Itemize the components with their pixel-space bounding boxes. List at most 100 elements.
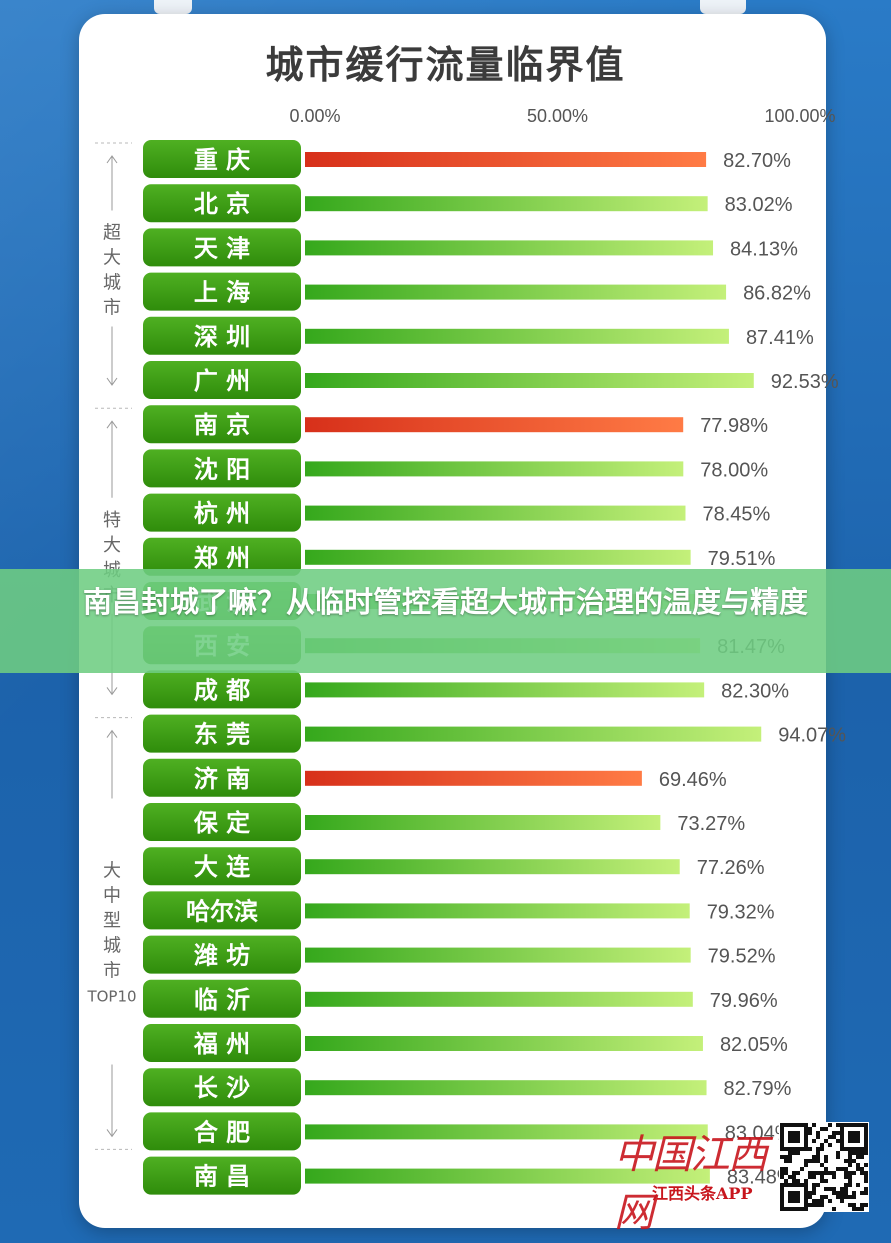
qr-module [848,1203,852,1207]
qr-module [840,1147,844,1151]
qr-module [796,1171,800,1175]
bar-row: 潍 坊 79.52% [143,935,776,974]
qr-module [792,1175,796,1179]
qr-module [804,1179,808,1183]
qr-module [824,1159,828,1163]
qr-module [788,1135,792,1139]
category-pill [143,670,301,709]
qr-module [840,1191,844,1195]
qr-module [812,1175,816,1179]
bar [305,991,693,1007]
qr-module [788,1183,792,1187]
qr-module [816,1131,820,1135]
qr-module [848,1139,852,1143]
bar [305,1036,703,1051]
qr-module [784,1167,788,1171]
qr-module [836,1123,840,1127]
qr-module [800,1167,804,1171]
category-label: 东 莞 [194,721,250,749]
qr-module [860,1203,864,1207]
qr-module [820,1203,824,1207]
value-label: 73.27% [677,813,745,835]
value-label: 83.02% [725,194,793,216]
bar [305,903,690,919]
qr-module [864,1171,868,1175]
qr-module [808,1195,812,1199]
qr-module [784,1179,788,1183]
qr-module [788,1151,792,1155]
qr-module [844,1147,848,1151]
category-label: 福 州 [193,1030,250,1058]
qr-code-icon [779,1122,869,1212]
qr-module [852,1131,856,1135]
qr-module [804,1163,808,1167]
qr-module [804,1131,808,1135]
value-label: 82.05% [720,1034,788,1056]
qr-module [816,1199,820,1203]
qr-module [804,1143,808,1147]
category-label: 成 都 [194,676,250,704]
value-label: 82.79% [724,1078,792,1100]
bar-row: 福 州 82.05% [143,1024,788,1062]
category-label: 南 京 [194,411,250,439]
qr-module [848,1123,852,1127]
qr-module [808,1131,812,1135]
qr-module [848,1155,852,1159]
qr-module [852,1135,856,1139]
category-label: 保 定 [193,809,250,837]
bar-row: 南 昌 83.48% [143,1156,795,1195]
watermark-app-label: 江西头条APP [652,1184,753,1203]
qr-module [784,1207,788,1211]
qr-module [860,1171,864,1175]
qr-module [804,1207,808,1211]
qr-module [840,1167,844,1171]
qr-module [864,1143,868,1147]
bar-row: 长 沙 82.79% [143,1068,792,1107]
qr-module [780,1167,784,1171]
qr-module [856,1183,860,1187]
bar-row: 济 南 69.46% [143,758,727,797]
category-pill [143,228,301,267]
qr-module [816,1159,820,1163]
qr-module [796,1207,800,1211]
qr-module [864,1203,868,1207]
qr-module [856,1167,860,1171]
qr-module [796,1179,800,1183]
qr-module [784,1171,788,1175]
qr-module [836,1167,840,1171]
arrow-up-icon [106,155,118,164]
qr-module [812,1203,816,1207]
qr-module [824,1195,828,1199]
qr-module [856,1151,860,1155]
qr-module [836,1139,840,1143]
qr-module [820,1199,824,1203]
bar [305,1124,708,1140]
qr-module [836,1191,840,1195]
qr-module [864,1191,868,1195]
qr-module [856,1155,860,1159]
qr-module [788,1155,792,1159]
headline-banner: 南昌封城了嘛？从临时管控看超大城市治理的温度与精度 [0,569,891,673]
value-label: 84.13% [730,238,798,260]
bar-row: 沈 阳 78.00% [143,449,768,488]
category-label: 重 庆 [194,146,250,174]
qr-module [816,1151,820,1155]
qr-module [848,1135,852,1139]
qr-module [820,1195,824,1199]
qr-module [788,1207,792,1211]
qr-module [824,1139,828,1143]
qr-module [812,1159,816,1163]
qr-module [820,1171,824,1175]
bar-row: 广 州 92.53% [143,361,839,399]
category-pill [143,979,301,1018]
qr-module [800,1183,804,1187]
qr-module [788,1123,792,1127]
arrow-down-icon [106,687,118,696]
x-tick-label: 100.00% [764,106,835,126]
category-pill [143,803,301,841]
category-pill [143,891,301,930]
group-label: 市 [103,961,121,982]
qr-module [804,1135,808,1139]
value-label: 78.45% [702,504,770,526]
chart-title: 城市缓行流量临界值 [265,43,626,87]
